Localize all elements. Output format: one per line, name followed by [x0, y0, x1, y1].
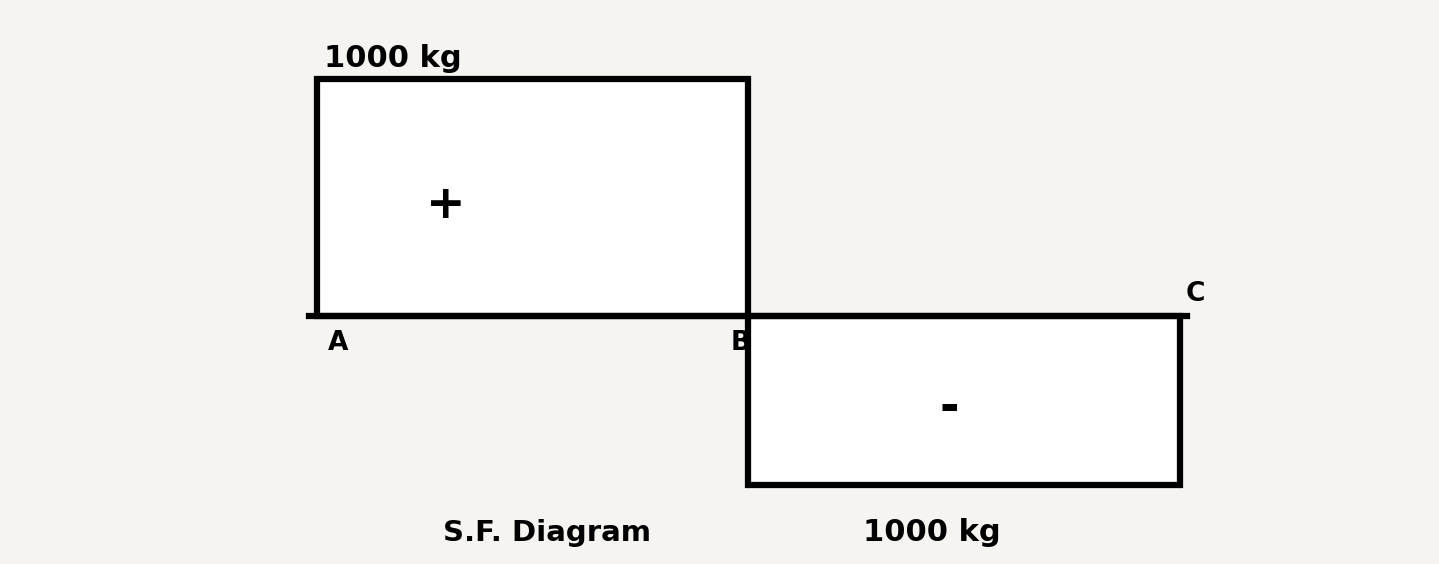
Bar: [317, 79, 748, 316]
Bar: [748, 316, 1180, 485]
Text: -: -: [940, 386, 960, 431]
Text: A: A: [328, 330, 348, 356]
Text: S.F. Diagram: S.F. Diagram: [443, 519, 650, 547]
Text: 1000 kg: 1000 kg: [324, 45, 462, 73]
Text: B: B: [731, 330, 751, 356]
Text: C: C: [1186, 281, 1204, 307]
Text: +: +: [426, 183, 466, 228]
Text: 1000 kg: 1000 kg: [863, 518, 1002, 547]
